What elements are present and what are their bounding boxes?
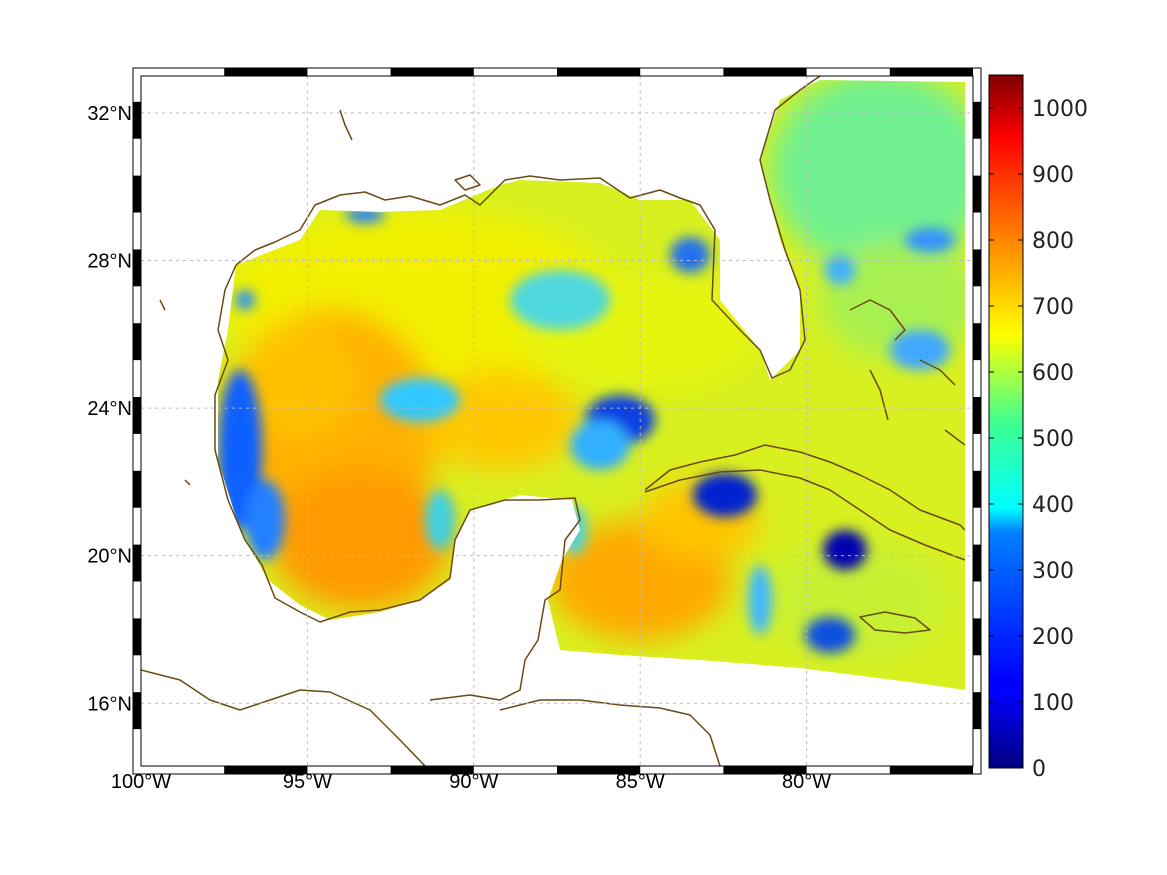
colorbar-tick-label-8: 800 [1032,229,1074,254]
frame-band-left [133,249,141,287]
lat-tick-label-2: 24°N [87,398,132,420]
frame-band-top [390,68,474,76]
frame-band-right [973,101,981,139]
lat-tick-label-1: 28°N [87,250,132,272]
frame-band-top [557,68,641,76]
lat-tick-label-0: 32°N [87,103,132,125]
frame-band-right [973,397,981,434]
frame-band-bottom [224,766,308,774]
frame-band-right [973,249,981,287]
frame-band-left [133,470,141,508]
colorbar-ramp [988,74,1024,769]
frame-band-top [224,68,308,76]
frame-band-left [133,692,141,730]
frame-band-left [133,618,141,656]
colorbar-tick-label-5: 500 [1032,427,1074,452]
colorbar: 0 100 200 300 400 500 600 700 800 900 1000 [988,74,1088,782]
frame-band-right [973,175,981,213]
frame-band-left [133,323,141,361]
colorbar-tick-label-2: 200 [1032,625,1074,650]
lon-tick-label-1: 95°W [283,771,332,793]
lon-tick-label-0: 100°W [111,771,171,793]
colorbar-tick-label-1: 100 [1032,691,1074,716]
colorbar-tick-label-6: 600 [1032,361,1074,386]
lat-tick-label-4: 16°N [87,693,132,715]
lon-tick-label-3: 85°W [616,771,665,793]
frame-band-left [133,397,141,434]
frame-band-right [973,544,981,582]
coastlines [141,76,966,766]
frame-band-right [973,692,981,730]
frame-band-right [973,618,981,656]
frame-band-bottom [390,766,474,774]
frame-band-left [133,175,141,213]
lon-tick-label-2: 90°W [449,771,498,793]
colorbar-tick-label-9: 900 [1032,163,1074,188]
colorbar-tick-label-4: 400 [1032,493,1074,518]
frame-band-bottom [889,766,973,774]
lat-tick-labels: 32°N 28°N 24°N 20°N 16°N [87,103,132,715]
map-frame [132,67,982,775]
frame-band-top [889,68,973,76]
frame-band-right [973,470,981,508]
colorbar-tick-label-7: 700 [1032,295,1074,320]
lon-tick-labels: 100°W 95°W 90°W 85°W 80°W [111,771,831,793]
colorbar-tick-label-3: 300 [1032,559,1074,584]
lat-tick-label-3: 20°N [87,546,132,568]
lon-tick-label-4: 80°W [782,771,831,793]
frame-band-top [723,68,807,76]
frame-band-bottom [723,766,807,774]
frame-band-right [973,323,981,361]
colorbar-tick-label-0: 0 [1032,757,1046,782]
colorbar-tick-label-10: 1000 [1032,97,1088,122]
frame-band-left [133,544,141,582]
colorbar-ticks: 0 100 200 300 400 500 600 700 800 900 1000 [989,97,1088,782]
frame-band-bottom [557,766,641,774]
frame-band-left [133,101,141,139]
